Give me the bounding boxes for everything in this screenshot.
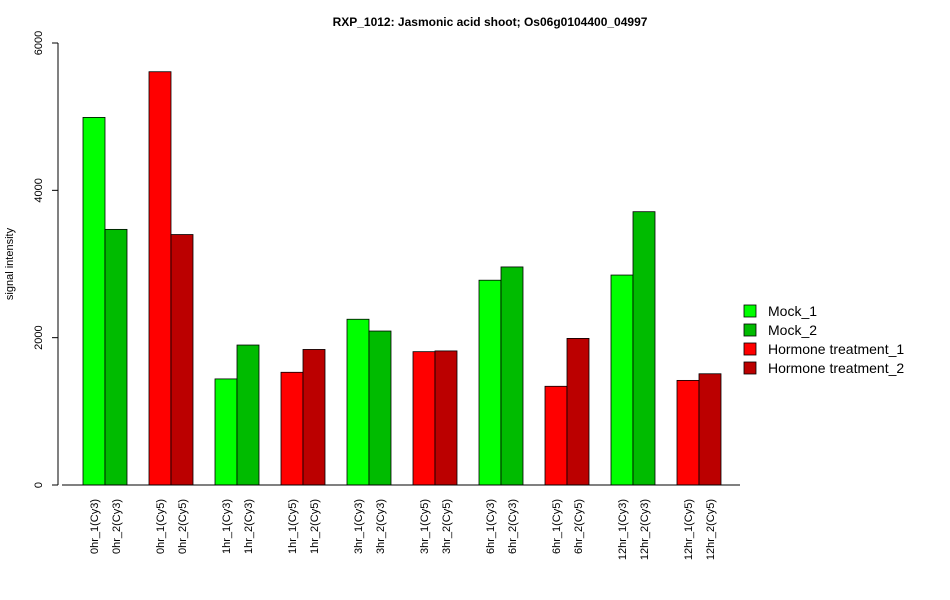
- bar-series: [82, 71, 722, 486]
- bar: [346, 318, 370, 486]
- x-tick-labels: 0hr_1(Cy3) 0hr_2(Cy3) 0hr_1(Cy5) 0hr_2(Cy5)…: [89, 499, 717, 560]
- bar: [214, 378, 238, 486]
- bar: [434, 350, 458, 486]
- legend-swatch: [743, 304, 757, 318]
- bar: [368, 330, 392, 486]
- y-tick-label: 2000: [33, 325, 45, 349]
- x-tick-label: 3hr_1(Cy5): [419, 499, 431, 554]
- x-tick-label: 3hr_1(Cy3): [353, 499, 365, 554]
- chart-title: RXP_1012: Jasmonic acid shoot; Os06g0104…: [333, 15, 648, 29]
- legend-label: Hormone treatment_2: [768, 360, 904, 376]
- bar: [302, 349, 326, 486]
- bar: [236, 344, 260, 486]
- x-tick-label: 1hr_1(Cy5): [287, 499, 299, 554]
- legend-swatch: [743, 323, 757, 337]
- legend-label: Hormone treatment_1: [768, 341, 904, 357]
- legend-swatch: [743, 342, 757, 356]
- x-tick-label: 6hr_2(Cy3): [507, 499, 519, 554]
- x-tick-label: 12hr_1(Cy3): [617, 499, 629, 560]
- x-tick-label: 6hr_1(Cy5): [551, 499, 563, 554]
- x-tick-label: 6hr_1(Cy3): [485, 499, 497, 554]
- x-tick-label: 0hr_2(Cy3): [111, 499, 123, 554]
- bar: [632, 211, 656, 486]
- x-tick-label: 1hr_2(Cy3): [243, 499, 255, 554]
- x-tick-label: 12hr_2(Cy5): [705, 499, 717, 560]
- x-tick-label: 0hr_1(Cy3): [89, 499, 101, 554]
- y-tick-label: 4000: [33, 178, 45, 202]
- x-tick-label: 0hr_2(Cy5): [177, 499, 189, 554]
- y-tick-label: 0: [33, 482, 45, 488]
- x-tick-label: 1hr_1(Cy3): [221, 499, 233, 554]
- y-axis: 0 2000 4000 6000: [33, 31, 59, 488]
- x-tick-label: 3hr_2(Cy3): [375, 499, 387, 554]
- bar: [148, 71, 172, 486]
- bar: [610, 274, 634, 486]
- bar: [544, 385, 568, 486]
- legend-label: Mock_1: [768, 303, 817, 319]
- bar: [104, 228, 128, 486]
- bar: [698, 373, 722, 486]
- bar: [412, 351, 436, 486]
- bar: [566, 338, 590, 486]
- legend: Mock_1 Mock_2 Hormone treatment_1 Hormone t…: [743, 303, 904, 376]
- x-tick-label: 12hr_2(Cy3): [639, 499, 651, 560]
- x-tick-label: 3hr_2(Cy5): [441, 499, 453, 554]
- x-tick-label: 1hr_2(Cy5): [309, 499, 321, 554]
- bar: [478, 279, 502, 486]
- bar: [82, 117, 106, 486]
- y-tick-label: 6000: [33, 31, 45, 55]
- x-tick-label: 6hr_2(Cy5): [573, 499, 585, 554]
- legend-swatch: [743, 361, 757, 375]
- bar: [676, 379, 700, 486]
- legend-label: Mock_2: [768, 322, 817, 338]
- x-tick-label: 12hr_1(Cy5): [683, 499, 695, 560]
- bar: [170, 234, 194, 486]
- x-tick-label: 0hr_1(Cy5): [155, 499, 167, 554]
- y-axis-label: signal intensity: [4, 227, 16, 300]
- bar: [280, 371, 304, 486]
- bar: [500, 266, 524, 486]
